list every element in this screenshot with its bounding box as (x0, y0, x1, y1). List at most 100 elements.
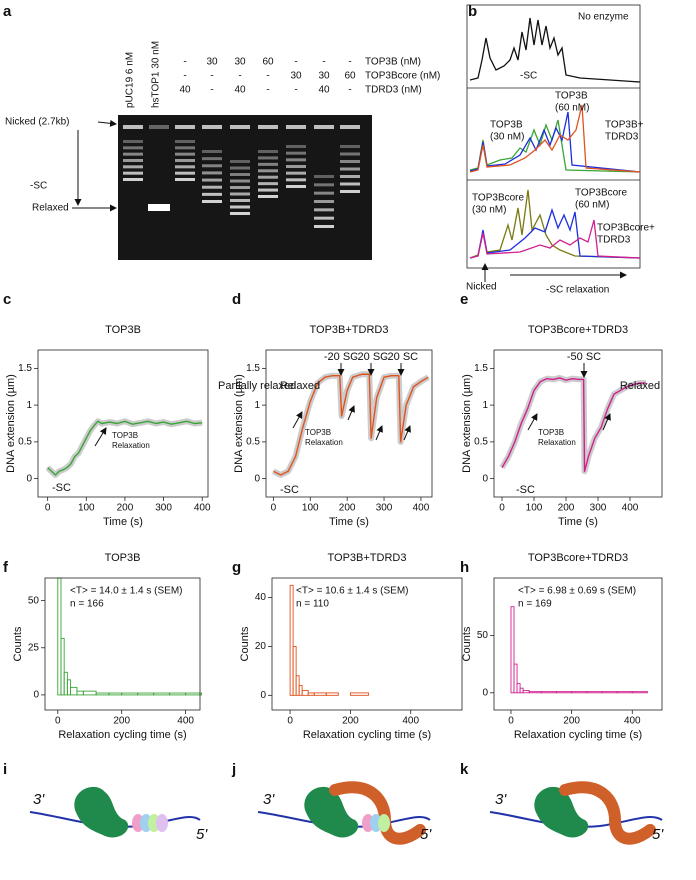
x-tick-label: 300 (155, 503, 172, 514)
annotation: <T> = 14.0 ± 1.4 s (SEM) (70, 586, 182, 597)
histogram-bar (66, 679, 72, 696)
gel-trace (469, 219, 641, 259)
gel-band (340, 182, 360, 186)
gel-band (340, 175, 360, 178)
gel-band (230, 173, 250, 176)
x-tick-label: 100 (78, 503, 95, 514)
model-k (489, 781, 663, 845)
gel-band (258, 195, 278, 198)
arrow (347, 405, 355, 421)
row-value: - (183, 71, 186, 82)
plot-frame (44, 577, 201, 711)
annotation: TOP3B (305, 428, 331, 437)
trace-label: TDRD3 (605, 132, 639, 143)
y-tick-label: 0.5 (474, 437, 488, 448)
gel-band (286, 178, 306, 182)
lane-label: pUC19 6 nM (125, 52, 136, 108)
annotation: n = 169 (518, 599, 552, 610)
gel-band (202, 150, 222, 153)
gel-band (314, 125, 334, 129)
x-axis-label: Time (s) (558, 516, 598, 528)
gel-band (286, 185, 306, 188)
x-tick-label: 0 (508, 716, 514, 727)
y-tick-label: 1 (482, 400, 488, 411)
panel-label: k (460, 761, 469, 778)
strand-end: 3' (263, 791, 275, 808)
panel-label: i (3, 761, 7, 778)
gel-band (202, 178, 222, 182)
gel-band (258, 162, 278, 166)
gel-band (258, 182, 278, 186)
gel-band (230, 199, 250, 202)
y-tick-label: 0 (482, 687, 488, 698)
trace-label: TOP3B (555, 91, 588, 102)
x-tick-label: 0 (271, 503, 277, 514)
histogram-bar (631, 691, 648, 694)
x-tick-label: 200 (339, 503, 356, 514)
gel-band (314, 225, 334, 228)
gel-band (314, 200, 334, 203)
x-axis-label: Relaxation cycling time (s) (58, 729, 186, 741)
gel-band (258, 125, 278, 129)
trace-axis-label: Nicked (466, 282, 497, 293)
histogram-bar (137, 692, 155, 696)
panel-label: g (232, 559, 241, 576)
gel-band (286, 145, 306, 148)
histogram-bar (586, 691, 603, 694)
annotation: -50 SC (567, 351, 601, 363)
annotation: n = 110 (296, 599, 329, 610)
y-tick-label: 0 (33, 690, 39, 701)
row-label: TDRD3 (nM) (365, 85, 422, 96)
trace-label: (60 nM) (575, 200, 609, 211)
histogram-bar (349, 692, 369, 696)
chart-title: TOP3Bcore+TDRD3 (528, 324, 628, 336)
plot-frame (493, 349, 663, 498)
x-tick-label: 200 (113, 716, 130, 727)
gel-band (230, 205, 250, 209)
y-axis-label: Counts (461, 626, 473, 661)
y-tick-label: 1 (26, 400, 32, 411)
gel-band (175, 125, 195, 129)
gel-band (340, 152, 360, 156)
histogram-bar (556, 691, 573, 694)
histogram-bar (82, 690, 97, 696)
gel-marker: -SC (30, 181, 47, 192)
strand-end: 5' (196, 826, 208, 843)
panel-label: h (460, 559, 469, 576)
gel-band (340, 125, 360, 129)
chart-title: TOP3B+TDRD3 (328, 552, 407, 564)
x-tick-label: 200 (558, 503, 575, 514)
gel-band (286, 151, 306, 155)
histogram-bar (185, 692, 203, 696)
trace-label: TOP3B+ (605, 120, 644, 131)
histogram-bar (516, 683, 521, 694)
plot-frame (37, 349, 209, 498)
annotation: Relaxation (538, 438, 576, 447)
annotation: -20 SC (354, 351, 388, 363)
x-tick-label: 200 (342, 716, 359, 727)
gel-band (149, 125, 169, 129)
row-value: 60 (344, 71, 356, 82)
gel-band (230, 186, 250, 189)
annotation: -20 SC (384, 351, 418, 363)
trace-label: TOP3Bcore (472, 193, 524, 204)
gel-band (123, 125, 143, 129)
row-value: 40 (318, 85, 330, 96)
trace-label: TOP3Bcore+ (597, 223, 655, 234)
arrow (527, 413, 538, 431)
annotation: <T> = 10.6 ± 1.4 s (SEM) (296, 586, 408, 597)
gel-band (286, 165, 306, 168)
gel-band (258, 150, 278, 153)
gel-band (123, 152, 143, 156)
trace-label: No enzyme (578, 12, 629, 23)
annotation: -SC (280, 484, 299, 496)
y-axis-label: DNA extension (µm) (233, 374, 245, 473)
histogram-bar (169, 692, 187, 696)
model-j (257, 781, 431, 845)
row-value: - (294, 57, 297, 68)
x-tick-label: 300 (590, 503, 607, 514)
row-value: - (348, 85, 351, 96)
row-value: 30 (318, 71, 330, 82)
x-axis-label: Relaxation cycling time (s) (303, 729, 431, 741)
histogram-bar (153, 692, 171, 696)
